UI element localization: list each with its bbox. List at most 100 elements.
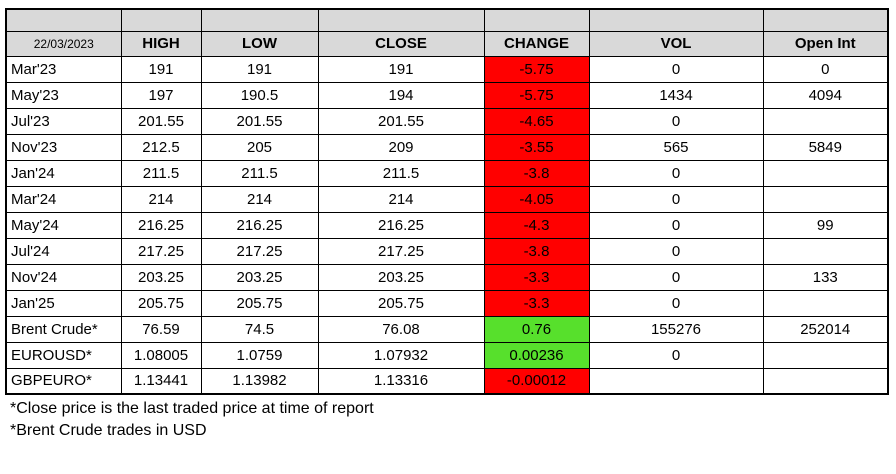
spacer-cell bbox=[200, 8, 319, 32]
low-cell: 211.5 bbox=[200, 159, 319, 187]
low-cell: 74.5 bbox=[200, 315, 319, 343]
vol-cell: 1434 bbox=[588, 81, 764, 109]
table-row: Jul'24 217.25 217.25 217.25 -3.8 0 bbox=[5, 237, 889, 265]
open-int-cell bbox=[762, 159, 889, 187]
close-cell: 1.13316 bbox=[317, 367, 485, 395]
change-cell: -4.65 bbox=[483, 107, 590, 135]
low-cell: 1.13982 bbox=[200, 367, 319, 395]
open-int-cell bbox=[762, 367, 889, 395]
table-row: May'24 216.25 216.25 216.25 -4.3 0 99 bbox=[5, 211, 889, 239]
spacer-row bbox=[5, 8, 889, 32]
row-label-cell: EUROUSD* bbox=[5, 341, 122, 369]
high-cell: 1.08005 bbox=[120, 341, 202, 369]
header-row: 22/03/2023 HIGH LOW CLOSE CHANGE VOL Open Int bbox=[5, 30, 889, 57]
open-int-cell bbox=[762, 341, 889, 369]
close-cell: 214 bbox=[317, 185, 485, 213]
table-row: Jan'24 211.5 211.5 211.5 -3.8 0 bbox=[5, 159, 889, 187]
column-header-close: CLOSE bbox=[317, 30, 485, 57]
change-cell: -4.3 bbox=[483, 211, 590, 239]
table-row: EUROUSD* 1.08005 1.0759 1.07932 0.00236 0 bbox=[5, 341, 889, 369]
column-header-change: CHANGE bbox=[483, 30, 590, 57]
row-label-cell: Nov'24 bbox=[5, 263, 122, 291]
open-int-cell bbox=[762, 107, 889, 135]
change-cell: 0.76 bbox=[483, 315, 590, 343]
table-row: Jan'25 205.75 205.75 205.75 -3.3 0 bbox=[5, 289, 889, 317]
high-cell: 203.25 bbox=[120, 263, 202, 291]
close-cell: 191 bbox=[317, 55, 485, 83]
open-int-cell: 99 bbox=[762, 211, 889, 239]
vol-cell: 0 bbox=[588, 237, 764, 265]
column-header-open-int: Open Int bbox=[762, 30, 889, 57]
column-header-high: HIGH bbox=[120, 30, 202, 57]
low-cell: 214 bbox=[200, 185, 319, 213]
column-header-vol: VOL bbox=[588, 30, 764, 57]
vol-cell bbox=[588, 367, 764, 395]
close-cell: 211.5 bbox=[317, 159, 485, 187]
low-cell: 217.25 bbox=[200, 237, 319, 265]
report-date-cell: 22/03/2023 bbox=[5, 30, 122, 57]
table-row: Brent Crude* 76.59 74.5 76.08 0.76 155276 2520… bbox=[5, 315, 889, 343]
open-int-cell: 5849 bbox=[762, 133, 889, 161]
close-cell: 1.07932 bbox=[317, 341, 485, 369]
close-cell: 205.75 bbox=[317, 289, 485, 317]
vol-cell: 155276 bbox=[588, 315, 764, 343]
row-label-cell: Jan'24 bbox=[5, 159, 122, 187]
high-cell: 197 bbox=[120, 81, 202, 109]
low-cell: 205.75 bbox=[200, 289, 319, 317]
change-cell: -5.75 bbox=[483, 81, 590, 109]
row-label-cell: May'23 bbox=[5, 81, 122, 109]
vol-cell: 0 bbox=[588, 107, 764, 135]
row-label-cell: May'24 bbox=[5, 211, 122, 239]
table-row: Jul'23 201.55 201.55 201.55 -4.65 0 bbox=[5, 107, 889, 135]
low-cell: 205 bbox=[200, 133, 319, 161]
table-body: Mar'23 191 191 191 -5.75 0 0 May'23 197 190.5 194-… bbox=[5, 55, 889, 395]
change-cell: -5.75 bbox=[483, 55, 590, 83]
close-cell: 76.08 bbox=[317, 315, 485, 343]
open-int-cell: 133 bbox=[762, 263, 889, 291]
row-label-cell: Jul'24 bbox=[5, 237, 122, 265]
low-cell: 1.0759 bbox=[200, 341, 319, 369]
table-row: GBPEURO* 1.13441 1.13982 1.13316 -0.00012 bbox=[5, 367, 889, 395]
column-header-low: LOW bbox=[200, 30, 319, 57]
low-cell: 190.5 bbox=[200, 81, 319, 109]
low-cell: 216.25 bbox=[200, 211, 319, 239]
high-cell: 212.5 bbox=[120, 133, 202, 161]
change-cell: -3.8 bbox=[483, 159, 590, 187]
vol-cell: 565 bbox=[588, 133, 764, 161]
close-cell: 201.55 bbox=[317, 107, 485, 135]
table-row: May'23 197 190.5 194 -5.75 1434 4094 bbox=[5, 81, 889, 109]
change-cell: -0.00012 bbox=[483, 367, 590, 395]
vol-cell: 0 bbox=[588, 289, 764, 317]
high-cell: 205.75 bbox=[120, 289, 202, 317]
change-cell: -3.3 bbox=[483, 263, 590, 291]
low-cell: 201.55 bbox=[200, 107, 319, 135]
change-cell: -3.3 bbox=[483, 289, 590, 317]
low-cell: 191 bbox=[200, 55, 319, 83]
high-cell: 191 bbox=[120, 55, 202, 83]
open-int-cell: 0 bbox=[762, 55, 889, 83]
low-cell: 203.25 bbox=[200, 263, 319, 291]
vol-cell: 0 bbox=[588, 211, 764, 239]
vol-cell: 0 bbox=[588, 185, 764, 213]
high-cell: 201.55 bbox=[120, 107, 202, 135]
open-int-cell: 4094 bbox=[762, 81, 889, 109]
table-header: 22/03/2023 HIGH LOW CLOSE CHANGE VOL Open Int bbox=[5, 8, 889, 57]
close-cell: 217.25 bbox=[317, 237, 485, 265]
row-label-cell: Mar'24 bbox=[5, 185, 122, 213]
footnote-close-price: *Close price is the last traded price at… bbox=[10, 400, 374, 417]
spacer-cell bbox=[588, 8, 764, 32]
close-cell: 209 bbox=[317, 133, 485, 161]
vol-cell: 0 bbox=[588, 263, 764, 291]
open-int-cell bbox=[762, 289, 889, 317]
vol-cell: 0 bbox=[588, 55, 764, 83]
vol-cell: 0 bbox=[588, 341, 764, 369]
footnote-brent-usd: *Brent Crude trades in USD bbox=[10, 422, 207, 439]
table-row: Nov'23 212.5 205 209 -3.55 565 5849 bbox=[5, 133, 889, 161]
high-cell: 217.25 bbox=[120, 237, 202, 265]
open-int-cell bbox=[762, 237, 889, 265]
table-row: Nov'24 203.25 203.25 203.25 -3.3 0 133 bbox=[5, 263, 889, 291]
change-cell: -3.55 bbox=[483, 133, 590, 161]
close-cell: 194 bbox=[317, 81, 485, 109]
high-cell: 1.13441 bbox=[120, 367, 202, 395]
